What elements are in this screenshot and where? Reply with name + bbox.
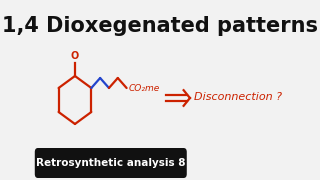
Text: Retrosynthetic analysis 8: Retrosynthetic analysis 8	[36, 158, 185, 168]
Text: O: O	[71, 51, 79, 61]
Text: 1,4 Dioxegenated patterns: 1,4 Dioxegenated patterns	[2, 16, 318, 36]
Text: CO₂me: CO₂me	[128, 84, 159, 93]
Text: Disconnection ?: Disconnection ?	[194, 92, 282, 102]
FancyBboxPatch shape	[35, 148, 187, 178]
